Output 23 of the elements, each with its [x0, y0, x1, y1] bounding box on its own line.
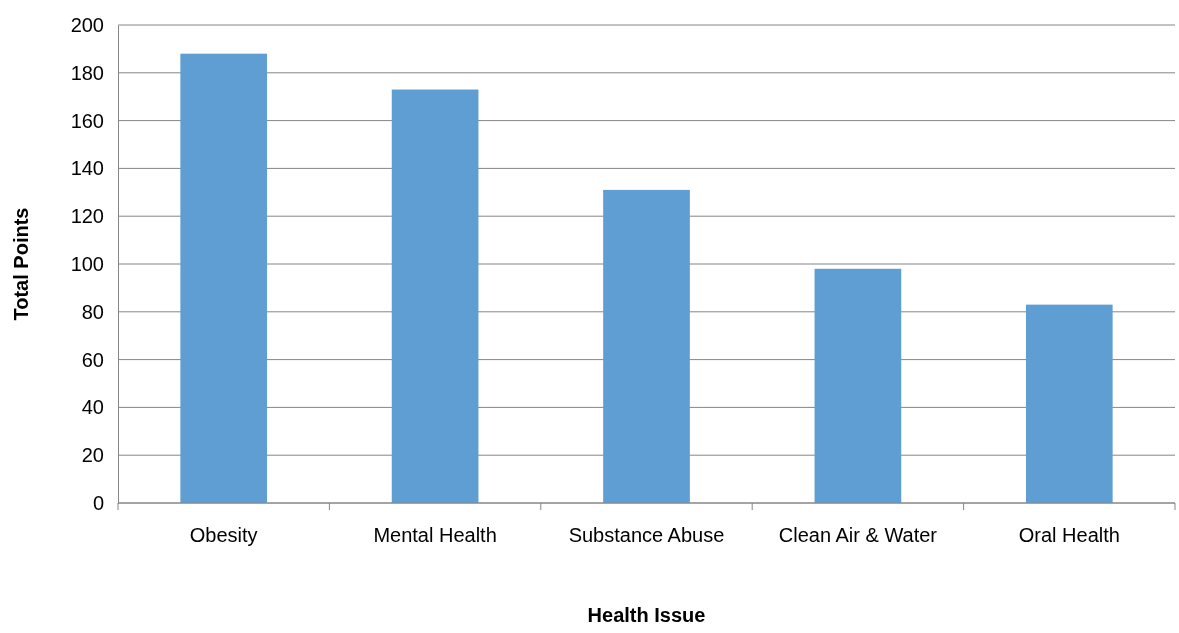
bar — [1025, 304, 1113, 503]
x-tick-label: Substance Abuse — [568, 524, 725, 546]
y-tick-label: 160 — [70, 109, 104, 132]
y-tick-label: 200 — [70, 13, 104, 36]
y-tick-label: 80 — [81, 300, 104, 323]
x-axis-title: Health Issue — [587, 604, 706, 626]
y-tick-label: 40 — [81, 396, 104, 419]
bar — [391, 89, 479, 503]
y-tick-label: 60 — [81, 348, 104, 371]
x-tick-label: Obesity — [189, 524, 258, 546]
bar — [180, 53, 268, 503]
y-tick-label: 100 — [70, 252, 104, 275]
y-tick-label: 140 — [70, 157, 104, 180]
x-tick-label: Mental Health — [373, 524, 497, 546]
bar — [814, 268, 902, 503]
x-tick-label: Clean Air & Water — [778, 524, 938, 546]
x-tick-label: Oral Health — [1018, 524, 1120, 546]
y-axis-title: Total Points — [10, 207, 32, 321]
y-tick-label: 180 — [70, 61, 104, 84]
y-tick-label: 20 — [81, 444, 104, 467]
bar — [603, 189, 690, 503]
y-tick-label: 120 — [70, 205, 104, 228]
y-tick-label: 0 — [92, 491, 104, 514]
